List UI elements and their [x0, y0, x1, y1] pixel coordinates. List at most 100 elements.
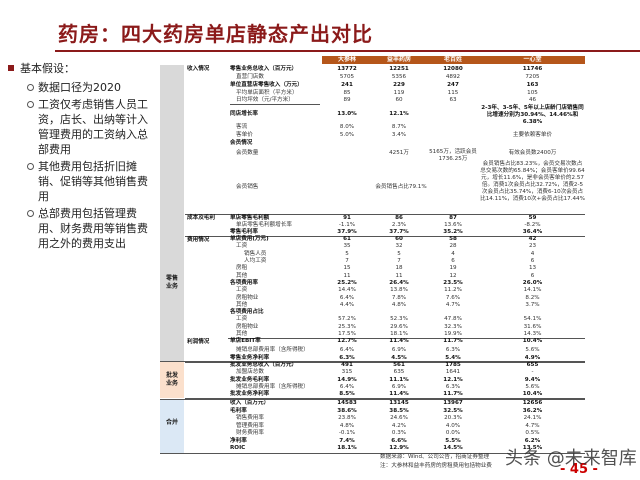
- table-cell: 5: [397, 250, 401, 257]
- table-cell: 11746: [522, 65, 543, 72]
- table-cell: 5.0%: [339, 131, 355, 138]
- table-cell: 247: [447, 81, 459, 88]
- table-cell: 13.5%: [522, 445, 543, 452]
- table-cell: 6.3%: [339, 354, 355, 361]
- table-cell: 2.3%: [391, 222, 407, 228]
- table-cell: 24.1%: [523, 415, 542, 422]
- table-cell: 561: [393, 362, 405, 369]
- table-cell: 13772: [337, 65, 357, 72]
- table-cell: 11.2%: [444, 287, 462, 294]
- table-cell: 6.4%: [339, 346, 355, 353]
- table-cell: 6.3%: [445, 346, 461, 353]
- watermark: 头条 @未来智库: [505, 448, 637, 469]
- table-cell: 15: [343, 265, 351, 272]
- table-cell: 5: [345, 250, 349, 257]
- table-cell: 18.1%: [390, 331, 408, 338]
- table-cell: 28: [449, 243, 457, 250]
- table-cell: 8.7%: [391, 124, 407, 130]
- section-band: [160, 400, 184, 453]
- table-cell: 6.9%: [391, 383, 407, 390]
- table-cell: 1785: [445, 362, 461, 369]
- row-label: 摊销总部费用率（含所得税）: [236, 383, 309, 390]
- table-header: [322, 56, 585, 64]
- row-label: 工资: [236, 316, 248, 323]
- table-cell: 12.1%: [389, 110, 409, 117]
- table-cell: 会员销售占比83.23%，会员交易次数占总交易次数的65.84%；会员客单价99…: [480, 161, 585, 202]
- table-cell: 59: [528, 214, 537, 221]
- table-cell: 89: [343, 97, 351, 103]
- row-label: 净利率: [230, 437, 247, 444]
- table-cell: -8.2%: [524, 222, 541, 228]
- table-cell: 4: [451, 250, 455, 257]
- table-cell: 35.2%: [443, 229, 463, 235]
- row-label: 管理费用率: [236, 422, 264, 429]
- table-cell: 11.1%: [389, 376, 409, 383]
- table-cell: 85: [343, 89, 351, 96]
- table-cell: 主要依赖客单价: [512, 131, 553, 138]
- table-cell: 13.0%: [337, 110, 357, 117]
- table-cell: 37.9%: [337, 229, 357, 235]
- table-cell: 32: [395, 243, 403, 250]
- table-cell: 635: [393, 369, 405, 376]
- table-cell: 47.8%: [444, 316, 462, 323]
- table-cell: 3.7%: [525, 301, 540, 308]
- table-cell: 9.4%: [524, 376, 541, 383]
- table-cell: 60: [395, 97, 403, 103]
- table-cell: 14.5%: [443, 445, 463, 452]
- table-cell: 1641: [445, 369, 461, 376]
- table-cell: 52.3%: [390, 316, 408, 323]
- page-title: 药房：四大药房单店静态产出对比: [58, 22, 373, 46]
- table-cell: 12251: [389, 65, 409, 72]
- table-cell: 11: [395, 272, 403, 279]
- table-cell: 4.0%: [445, 422, 461, 429]
- table-cell: 2-3年、3-5年、5年以上店龄门店销售同比增速分别为30.94%、14.46%…: [481, 105, 584, 125]
- table-cell: 57.2%: [338, 316, 356, 323]
- row-category: 费用情况: [187, 236, 210, 243]
- table-cell: 63: [449, 97, 457, 103]
- table-cell: 29.6%: [390, 323, 408, 330]
- table-cell: 26.0%: [522, 279, 543, 286]
- row-category: 成本及毛利: [187, 214, 215, 221]
- row-label: 直营门店数: [236, 73, 264, 80]
- table-cell: 25.2%: [337, 279, 357, 286]
- row-divider: [185, 214, 585, 215]
- table-cell: 23: [528, 243, 537, 250]
- table-cell: 315: [341, 369, 353, 376]
- row-label: 销售人员: [244, 250, 267, 257]
- table-cell: 3.4%: [391, 131, 407, 138]
- table-cell: -0.1%: [338, 430, 356, 437]
- row-label: 会员数量: [236, 150, 259, 156]
- table-cell: 36.4%: [522, 229, 543, 235]
- row-label: 会员情况: [230, 139, 253, 146]
- row-label: 销售费用率: [236, 415, 264, 422]
- table-cell: 12080: [443, 65, 463, 72]
- table-cell: 14.1%: [523, 287, 542, 294]
- row-label: 批发业务净利率: [230, 390, 270, 397]
- row-label: 毛利率: [230, 407, 247, 414]
- row-category: 收入情况: [187, 65, 210, 72]
- circle-bullet-icon: [27, 210, 34, 217]
- table-cell: 12.9%: [389, 445, 409, 452]
- table-cell: 7.4%: [339, 437, 355, 444]
- table-cell: 4.7%: [525, 422, 540, 429]
- table-cell: 5705: [339, 73, 355, 80]
- row-label: 加盟店总数: [236, 369, 264, 376]
- assumption-item: 数据口径为2020: [8, 80, 153, 95]
- table-cell: 7.6%: [445, 294, 461, 301]
- table-cell: 18: [395, 265, 403, 272]
- footnote: 注：大参林和益丰药房的房租费用包括物业费: [380, 463, 492, 469]
- row-label: 工资: [236, 287, 248, 294]
- table-cell: 20.3%: [444, 415, 462, 422]
- row-label: 其他: [236, 301, 248, 308]
- row-label: 平均单店面积（平方米）: [236, 89, 298, 96]
- table-cell: 6: [451, 258, 455, 265]
- table-cell: 12.7%: [337, 338, 357, 345]
- table-cell: 6.6%: [391, 437, 407, 444]
- table-cell: 有效会员数2400万: [508, 150, 557, 156]
- row-divider: [185, 361, 585, 363]
- row-label: 房租: [236, 265, 248, 272]
- table-cell: 5165万，活跃会员1736.25万: [429, 149, 477, 162]
- table-cell: 13145: [389, 400, 409, 407]
- table-cell: 0.0%: [445, 430, 461, 437]
- table-cell: 4: [530, 250, 535, 257]
